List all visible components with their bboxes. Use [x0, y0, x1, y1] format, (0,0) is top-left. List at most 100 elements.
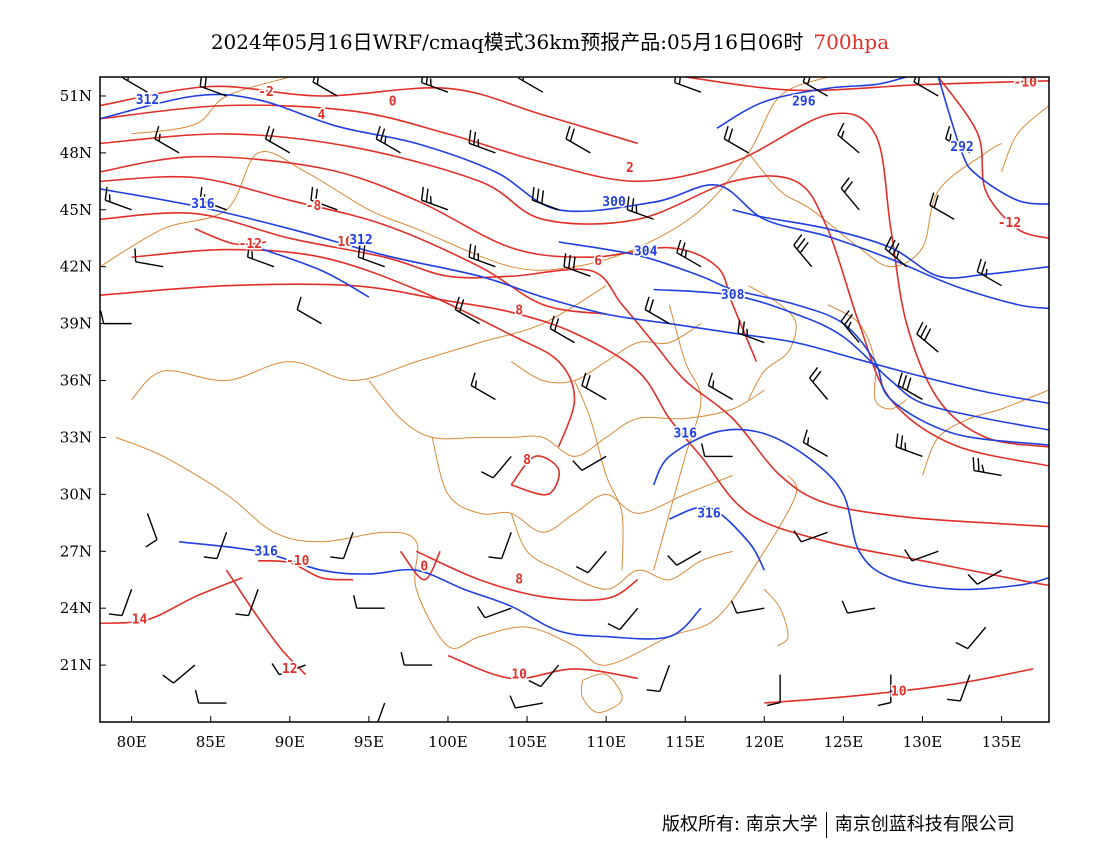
company-name: 南京创蓝科技有限公司 — [834, 814, 1015, 835]
barb-feather — [981, 464, 985, 473]
wind-barb — [837, 122, 860, 154]
wind-barb — [572, 455, 607, 472]
barb-feather — [531, 186, 535, 201]
border-line — [131, 77, 290, 135]
barb-feather — [895, 433, 899, 447]
wind-barb — [793, 234, 813, 268]
barb-feather — [806, 77, 811, 85]
barb-feather — [793, 234, 803, 246]
barb-feather — [481, 471, 494, 479]
wind-barb — [246, 243, 275, 268]
barb-feather — [384, 136, 387, 144]
barb-feather — [730, 600, 738, 614]
barb-staff — [470, 384, 496, 401]
wind-barb — [549, 315, 575, 344]
barb-feather — [353, 595, 358, 609]
barb-feather — [896, 250, 900, 259]
barb-feather — [459, 299, 465, 313]
contour-labels: -10 -12 -2 0 2 4 -8 6 10 8 8 8 10 10 14 12 -10 -12 0 296 292… — [130, 77, 1038, 701]
wind-barb — [517, 77, 544, 93]
temperature-label: 4 — [318, 108, 326, 123]
wind-barb — [916, 321, 939, 353]
barb-feather — [707, 372, 713, 386]
barb-staff — [135, 261, 164, 268]
height-contour — [669, 506, 766, 571]
wind-barb — [840, 177, 860, 211]
wind-barb — [877, 674, 892, 707]
wind-barb — [707, 372, 734, 401]
wind-barb — [199, 186, 227, 211]
wind-barb — [454, 296, 480, 325]
barb-staff — [581, 384, 607, 401]
wind-barb — [884, 236, 908, 268]
wind-barb — [897, 372, 923, 401]
temperature-contour — [258, 559, 354, 581]
barb-feather — [947, 698, 961, 702]
wind-barb — [100, 310, 132, 325]
barb-feather — [944, 125, 951, 140]
wind-barb — [362, 702, 386, 730]
barb-staff — [377, 702, 386, 722]
barb-staff — [674, 81, 702, 93]
wind-barb — [976, 258, 1002, 287]
barb-feather — [812, 370, 822, 383]
barb-feather — [676, 239, 682, 253]
border-line — [510, 323, 702, 384]
barb-staff — [911, 550, 939, 562]
temperature-contour — [399, 550, 441, 581]
barb-feather — [264, 125, 271, 140]
chart-title: 2024年05月16日WRF/cmaq模式36km预报产品:05月16日06时 7… — [0, 26, 1100, 55]
barb-feather — [158, 133, 161, 142]
lon-tick-label: 130E — [903, 733, 943, 751]
wind-barb — [793, 530, 828, 543]
height-label: 300 — [602, 195, 626, 210]
temperature-label: 6 — [594, 254, 602, 269]
barb-feather — [522, 77, 525, 81]
barb-feather — [972, 457, 975, 471]
barb-staff — [358, 256, 385, 268]
barb-feather — [100, 310, 105, 324]
pressure-level: 700hpa — [813, 30, 890, 54]
temperature-contour — [100, 212, 1049, 528]
barb-staff — [247, 588, 259, 616]
barb-feather — [488, 556, 502, 560]
barb-staff — [929, 204, 955, 220]
lon-tick-label: 120E — [745, 733, 785, 751]
barb-staff — [627, 209, 654, 220]
barb-feather — [474, 380, 478, 389]
lat-tick-label: 33N — [60, 428, 92, 446]
barb-feather — [626, 196, 630, 210]
barb-staff — [515, 702, 543, 709]
barb-feather — [920, 325, 928, 338]
wind-barb — [644, 296, 670, 325]
barb-feather — [572, 256, 576, 271]
temperature-label: 8 — [523, 453, 531, 468]
barb-staff — [809, 377, 829, 400]
height-contour — [257, 246, 370, 298]
barb-feather — [362, 728, 375, 730]
barb-feather — [766, 701, 781, 707]
wind-barb — [104, 186, 132, 211]
barb-feather — [741, 321, 746, 335]
temperature-contour — [100, 283, 1049, 587]
barb-feather — [134, 248, 137, 262]
barb-feather — [888, 239, 896, 253]
lat-tick-label: 48N — [60, 144, 92, 162]
wind-barb — [676, 239, 702, 268]
wind-barb — [802, 77, 828, 97]
barb-feather — [296, 296, 302, 310]
height-contour — [558, 241, 1049, 446]
barb-feather — [269, 128, 275, 142]
barb-feather — [549, 315, 555, 329]
lon-tick-label: 90E — [275, 733, 305, 751]
barb-feather — [737, 319, 741, 334]
barb-feather — [585, 375, 591, 389]
temperature-label: 10 — [891, 685, 907, 700]
wind-barb — [353, 595, 385, 609]
temperature-label: -8 — [306, 199, 322, 214]
lon-tick-label: 105E — [507, 733, 547, 751]
barb-feather — [796, 238, 806, 250]
barb-feather — [316, 77, 319, 85]
barb-staff — [265, 138, 291, 154]
